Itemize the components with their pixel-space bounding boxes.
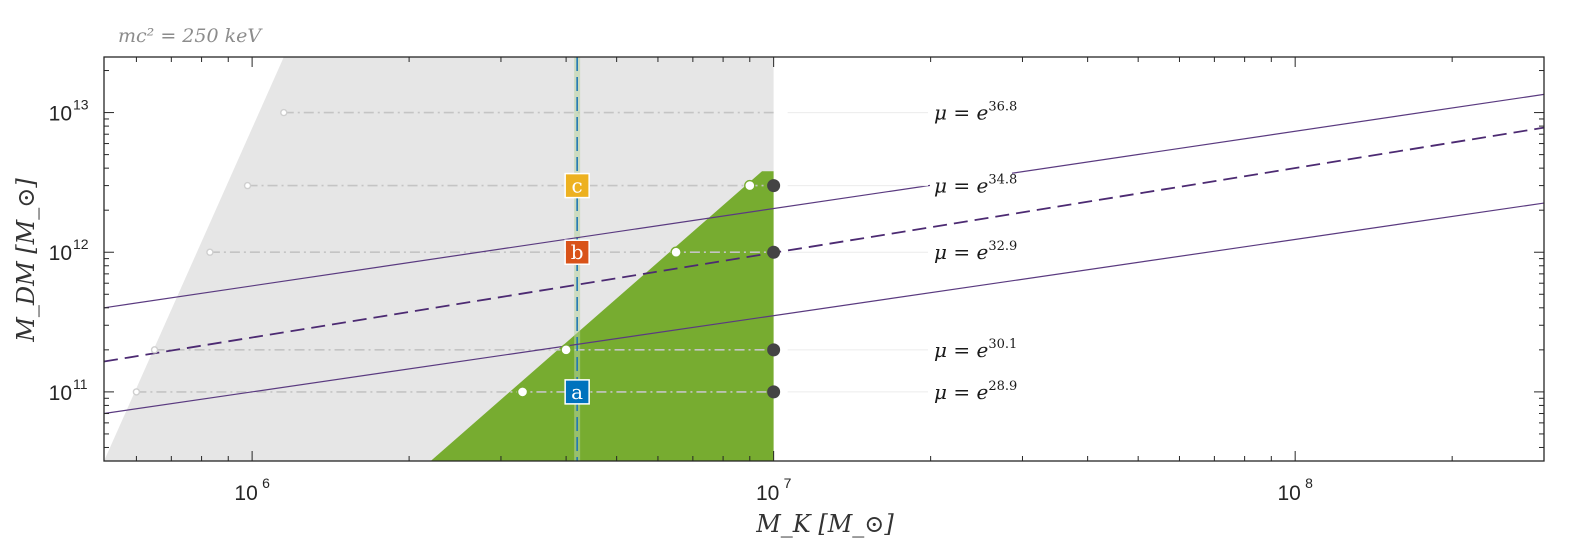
level-label-bg-3 (930, 238, 1012, 263)
x-tick-label: 10 (756, 482, 779, 505)
level-label-bg-5 (930, 377, 1012, 402)
region-green (430, 171, 774, 461)
dark-dot-2 (767, 179, 781, 193)
marker-a-label: a (571, 380, 583, 404)
series-line-1 (104, 93, 1544, 309)
chart-title: mc² = 250 keV (118, 25, 263, 47)
level-label-3: μ = e32.9 (934, 239, 1017, 264)
y-tick-label: 10 (49, 242, 72, 265)
x-tick-label-exp: 6 (262, 475, 270, 491)
open-marker-1-1 (280, 108, 288, 117)
open-marker-4-1 (150, 346, 159, 354)
level-label-bg-2 (930, 171, 1012, 196)
y-tick-label-exp: 13 (73, 97, 89, 113)
x-axis-label: M_K [M_⊙] (755, 510, 894, 538)
marker-c (564, 172, 590, 199)
open-marker-4-2 (560, 344, 572, 356)
open-marker-3-1 (206, 248, 214, 256)
plot-area (104, 57, 1544, 461)
marker-b-label: b (571, 240, 584, 264)
x-tick-label: 10 (234, 482, 257, 505)
marker-a (564, 379, 590, 405)
y-axis-label: M_DM [M_⊙] (12, 178, 40, 343)
level-labels: c b a μ = e36.8 μ = e34.8 μ = e32.9 μ = e30.1 μ… (564, 98, 1017, 405)
x-tick-label-exp: 7 (784, 475, 792, 491)
open-marker-5-2 (516, 386, 529, 398)
level-label-bg-1 (930, 98, 1012, 123)
y-tick-label-exp: 12 (73, 236, 89, 252)
series-line-3 (104, 202, 1544, 415)
level-label-1: μ = e36.8 (934, 100, 1017, 125)
dark-dot-5 (767, 385, 781, 399)
x-tick-label-exp: 8 (1305, 475, 1313, 491)
open-marker-3-2 (670, 246, 682, 258)
level-label-2: μ = e34.8 (934, 173, 1017, 198)
series-line-2 (104, 126, 1544, 363)
x-tick-label: 10 (1277, 482, 1300, 505)
open-marker-5-1 (132, 388, 141, 396)
dark-dot-4 (767, 343, 781, 357)
y-tick-label: 10 (49, 382, 72, 405)
marker-c-label: c (572, 174, 583, 198)
level-label-4: μ = e30.1 (934, 337, 1017, 362)
open-marker-2-1 (243, 181, 252, 190)
open-marker-2-2 (744, 179, 756, 192)
y-tick-label-exp: 11 (73, 376, 88, 392)
level-label-bg-4 (930, 335, 1012, 360)
dark-dot-3 (767, 245, 781, 259)
marker-b (564, 239, 590, 265)
y-tick-label: 10 (49, 103, 72, 126)
level-label-5: μ = e28.9 (934, 379, 1017, 404)
